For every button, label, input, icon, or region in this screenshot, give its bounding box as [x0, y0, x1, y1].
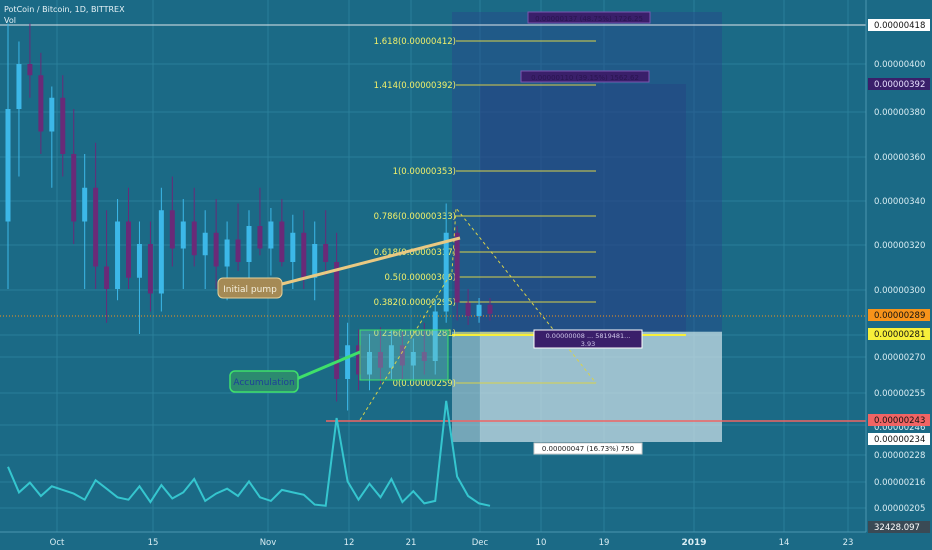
price-tick-label: 0.00000216: [874, 478, 925, 488]
candle-body: [192, 222, 197, 256]
candle-body: [488, 305, 493, 314]
price-badge-text: 0.00000234: [874, 435, 925, 445]
candle-body: [203, 233, 208, 256]
candle-body: [115, 222, 120, 290]
candle-body: [170, 210, 175, 248]
candle-body: [312, 244, 317, 278]
price-badge-text: 32428.097: [874, 523, 920, 533]
candle-body: [301, 233, 306, 278]
candle-body: [345, 345, 350, 379]
price-tick-label: 0.00000255: [874, 389, 925, 399]
symbol-title[interactable]: PotCoin / Bitcoin, 1D, BITTREX: [4, 4, 125, 15]
price-tick-label: 0.00000270: [874, 353, 925, 363]
time-tick-label: 15: [148, 538, 159, 548]
candle-body: [214, 233, 219, 267]
time-tick-label: 23: [843, 538, 854, 548]
candle-body: [247, 226, 252, 262]
time-tick-label: 21: [406, 538, 417, 548]
price-badge-text: 0.00000281: [874, 330, 925, 340]
price-axis[interactable]: 0.00000400 0.00000380 0.00000360 0.00000340…: [866, 0, 932, 550]
fib-level-label: 1.414(0.00000392): [374, 81, 456, 91]
candle-body: [466, 303, 471, 317]
fib-level-label: 0.786(0.00000333): [374, 212, 456, 222]
candle-body: [268, 222, 273, 249]
time-tick-label: 19: [599, 538, 610, 548]
time-axis[interactable]: Oct 15 Nov 12 21 Dec 10 19 2019 14 23: [0, 532, 866, 550]
candle-body: [6, 109, 11, 222]
candle-body: [181, 222, 186, 249]
candle-body: [16, 64, 21, 109]
time-axis-bg: [0, 532, 866, 550]
fib-level-label: 1.618(0.00000412): [374, 37, 456, 47]
candle-body: [27, 64, 32, 75]
candle-body: [71, 154, 76, 222]
initial-pump-text: Initial pump: [223, 285, 277, 295]
price-badge-text: 0.00000243: [874, 416, 925, 426]
price-tick-label: 0.00000228: [874, 451, 925, 461]
candle-body: [60, 98, 65, 154]
price-tick-label: 0.00000360: [874, 153, 925, 163]
candle-body: [455, 233, 460, 303]
candle-body: [444, 233, 449, 312]
candle-body: [290, 233, 295, 262]
candle-body: [279, 222, 284, 263]
time-tick-label: 2019: [681, 538, 706, 548]
price-tick-label: 0.00000205: [874, 504, 925, 514]
price-tick-label: 0.00000380: [874, 108, 925, 118]
price-tick-label: 0.00000400: [874, 60, 925, 70]
candle-body: [93, 188, 98, 267]
candle-body: [104, 267, 109, 290]
price-tick-label: 0.00000300: [874, 286, 925, 296]
time-tick-label: Nov: [260, 538, 277, 548]
time-tick-label: 10: [536, 538, 547, 548]
price-tick-label: 0.00000320: [874, 241, 925, 251]
entry-text-line1: 0.00000008 ... 5819481...: [546, 332, 631, 340]
stop-text: 0.00000047 (16.73%) 750: [542, 445, 634, 453]
time-tick-label: Oct: [50, 538, 65, 548]
price-badge-text: 0.00000289: [874, 311, 925, 321]
profit-zone-inner: [480, 84, 686, 332]
price-badge-text: 0.00000392: [874, 80, 925, 90]
candle-body: [236, 240, 241, 263]
candle-body: [126, 222, 131, 278]
time-tick-label: Dec: [472, 538, 489, 548]
candle-body: [225, 240, 230, 267]
fib-level-label: 0.382(0.00000295): [374, 298, 456, 308]
candle-body: [159, 210, 164, 293]
target2-text: 0.00000110 (39.15%) 1562.62: [531, 74, 639, 82]
accumulation-box[interactable]: [360, 330, 448, 380]
volume-label: Vol: [4, 15, 125, 26]
candle-body: [49, 98, 54, 132]
candle-body: [257, 226, 262, 249]
candle-body: [137, 244, 142, 278]
candle-body: [323, 244, 328, 262]
fib-level-label: 1(0.00000353): [393, 167, 456, 177]
target1-text: 0.00000137 (48.75%) 1726.25: [535, 15, 643, 23]
time-tick-label: 14: [779, 538, 790, 548]
entry-text-line2: 3.93: [581, 340, 595, 348]
candle-body: [38, 75, 43, 131]
price-badge-text: 0.00000418: [874, 21, 925, 31]
accumulation-text: Accumulation: [233, 378, 294, 388]
time-tick-label: 12: [344, 538, 355, 548]
candle-body: [148, 244, 153, 294]
candle-body: [477, 305, 482, 316]
price-tick-label: 0.00000340: [874, 197, 925, 207]
candle-body: [82, 188, 87, 222]
chart-header: PotCoin / Bitcoin, 1D, BITTREX Vol: [4, 4, 125, 26]
